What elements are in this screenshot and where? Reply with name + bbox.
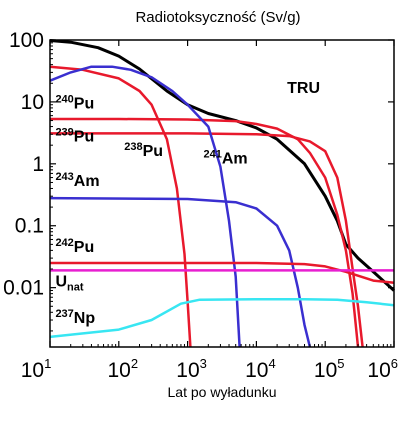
series-curves — [49, 39, 396, 348]
x-tick-label: 101 — [21, 356, 52, 382]
series-label-pu-238: 238Pu — [124, 141, 163, 160]
x-axis-label: Lat po wyładunku — [168, 384, 277, 400]
series-label-tru: TRU — [287, 80, 320, 97]
x-tick-label: 103 — [176, 356, 207, 382]
series-line-tru — [49, 39, 396, 292]
plot-frame — [49, 39, 395, 348]
x-tick-label: 106 — [367, 356, 398, 382]
series-line-pu-242 — [50, 261, 395, 284]
x-tick-label: 102 — [108, 356, 139, 382]
y-tick-label: 1 — [32, 153, 44, 176]
y-tick-label: 0.01 — [3, 277, 44, 300]
x-tick-label: 105 — [314, 356, 345, 382]
series-line-am-241 — [49, 65, 241, 348]
series-label-am-241: 241Am — [203, 148, 247, 167]
series-line-np-237 — [49, 297, 395, 339]
y-tick-label: 10 — [21, 91, 44, 114]
y-tick-label: 0.1 — [15, 215, 44, 238]
y-tick-label: 100 — [9, 29, 44, 52]
series-line-am-243 — [49, 196, 312, 348]
series-label-am-243: 243Am — [55, 171, 99, 190]
chart-title: Radiotoksyczność (Sv/g) — [135, 9, 300, 26]
series-label-pu-240: 240Pu — [55, 94, 94, 113]
series-labels: TRU 240Pu 239Pu 238Pu 241Am 243Am 242Pu Unat 237… — [55, 80, 320, 327]
series-label-pu-242: 242Pu — [55, 237, 94, 256]
series-line-pu-239 — [50, 132, 364, 348]
series-label-pu-239: 239Pu — [55, 126, 94, 145]
x-tick-label: 104 — [245, 356, 276, 382]
series-label-u-nat: Unat — [55, 273, 83, 293]
series-label-np-237: 237Np — [55, 308, 95, 327]
series-line-pu-238 — [49, 65, 192, 348]
